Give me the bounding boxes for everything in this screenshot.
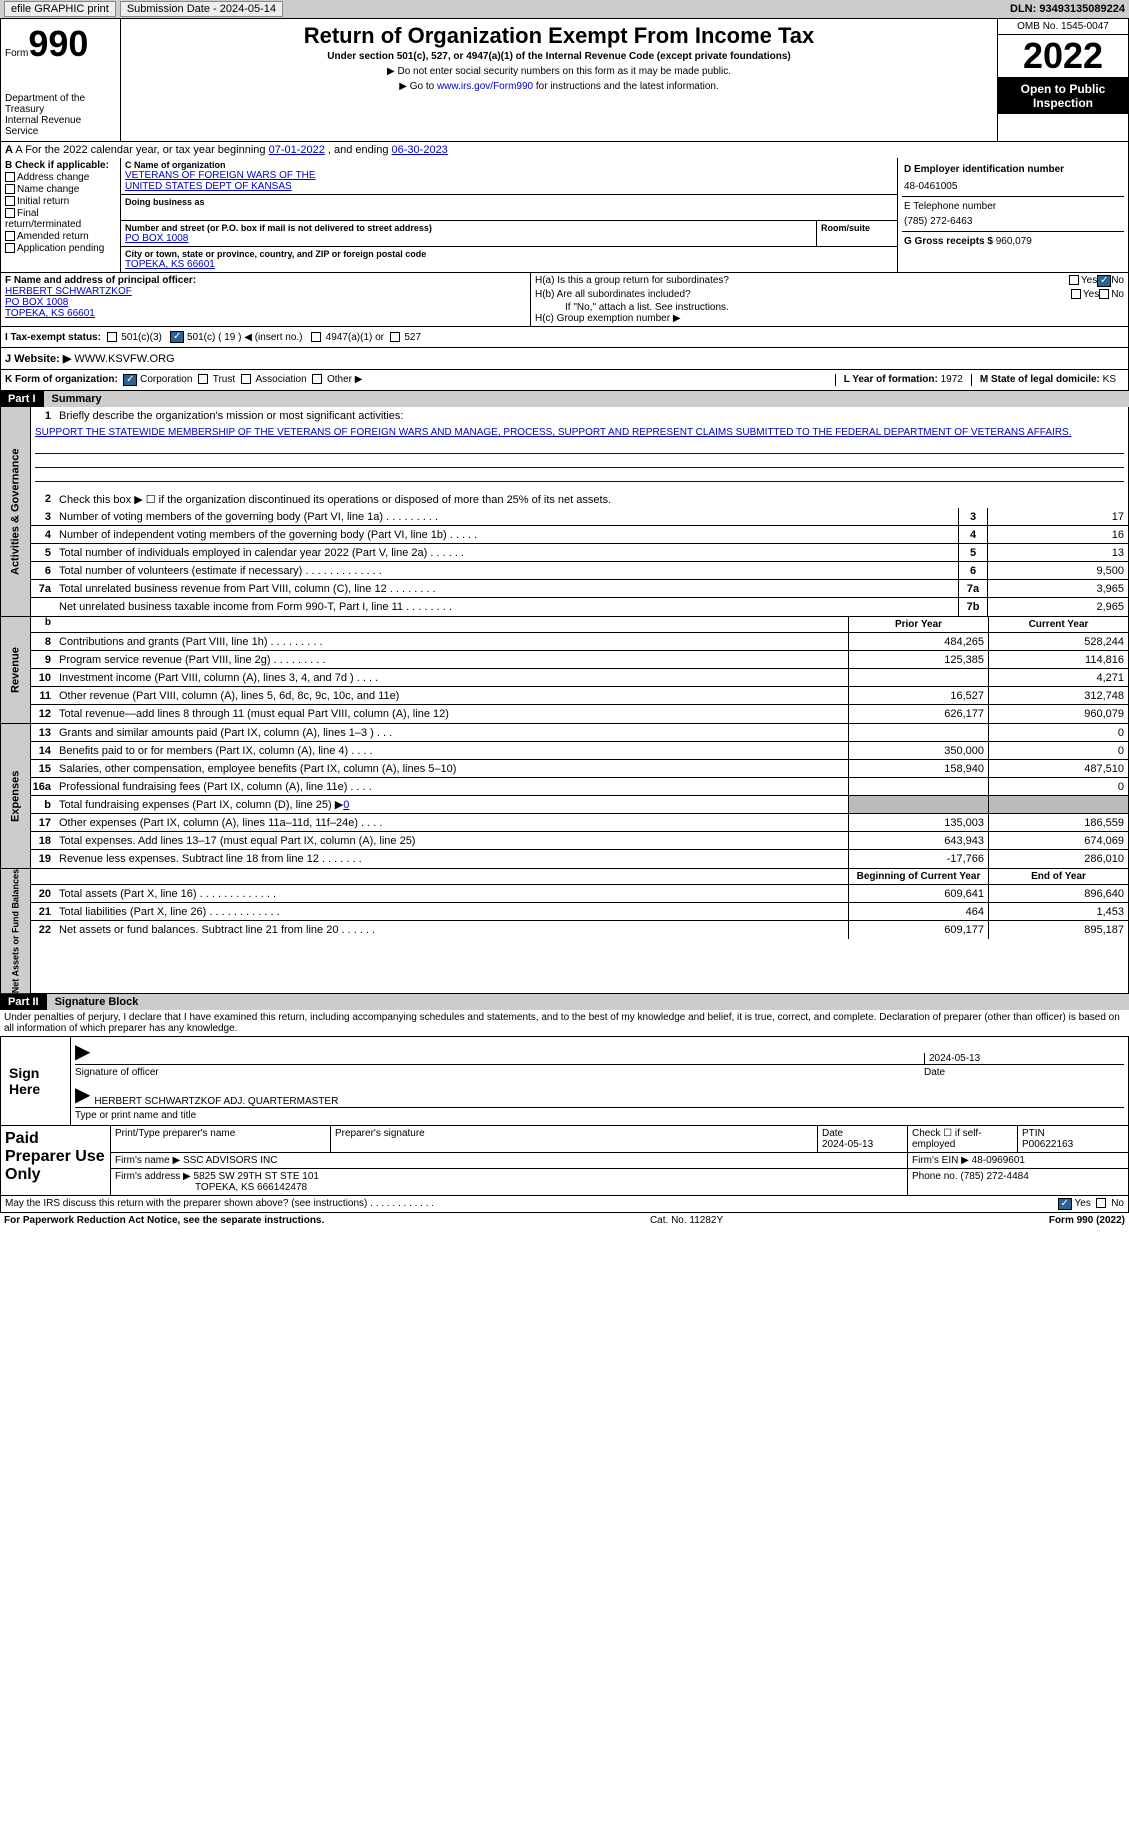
part2-header: Part II Signature Block: [0, 994, 1129, 1010]
row-tax-status: I Tax-exempt status: 501(c)(3) ✓ 501(c) …: [0, 327, 1129, 348]
part1-header: Part I Summary: [0, 391, 1129, 407]
form-title: Return of Organization Exempt From Incom…: [129, 23, 989, 49]
efile-label: efile GRAPHIC print: [4, 1, 116, 17]
preparer-block: Paid Preparer Use Only Print/Type prepar…: [0, 1126, 1129, 1196]
row-a: A A For the 2022 calendar year, or tax y…: [0, 142, 1129, 158]
declaration: Under penalties of perjury, I declare th…: [0, 1010, 1129, 1037]
header-left: Form990 Department of the Treasury Inter…: [1, 19, 121, 141]
summary-activities: Activities & Governance 1Briefly describ…: [0, 407, 1129, 617]
irs-link[interactable]: www.irs.gov/Form990: [437, 81, 533, 92]
dln: DLN: 93493135089224: [1010, 3, 1125, 15]
summary-netassets: Net Assets or Fund Balances Beginning of…: [0, 869, 1129, 994]
section-fh: F Name and address of principal officer:…: [0, 273, 1129, 327]
header: Form990 Department of the Treasury Inter…: [0, 18, 1129, 142]
topbar: efile GRAPHIC print Submission Date - 20…: [0, 0, 1129, 18]
footer: For Paperwork Reduction Act Notice, see …: [0, 1213, 1129, 1228]
section-bc: B Check if applicable: Address change Na…: [0, 158, 1129, 273]
col-b: B Check if applicable: Address change Na…: [1, 158, 121, 272]
summary-revenue: Revenue bPrior YearCurrent Year 8Contrib…: [0, 617, 1129, 724]
summary-expenses: Expenses 13Grants and similar amounts pa…: [0, 724, 1129, 869]
col-h: H(a) Is this a group return for subordin…: [531, 273, 1128, 326]
col-d: D Employer identification number 48-0461…: [898, 158, 1128, 272]
row-k: K Form of organization: ✓ Corporation Tr…: [0, 370, 1129, 391]
row-website: J Website: ▶ WWW.KSVFW.ORG: [0, 348, 1129, 370]
col-f: F Name and address of principal officer:…: [1, 273, 531, 326]
header-mid: Return of Organization Exempt From Incom…: [121, 19, 998, 141]
sign-here-block: Sign Here ▶2024-05-13 Signature of offic…: [0, 1037, 1129, 1126]
may-irs-row: May the IRS discuss this return with the…: [0, 1196, 1129, 1213]
subdate-btn: Submission Date - 2024-05-14: [120, 1, 283, 17]
col-c: C Name of organization VETERANS OF FOREI…: [121, 158, 898, 272]
header-right: OMB No. 1545-0047 2022 Open to PublicIns…: [998, 19, 1128, 141]
